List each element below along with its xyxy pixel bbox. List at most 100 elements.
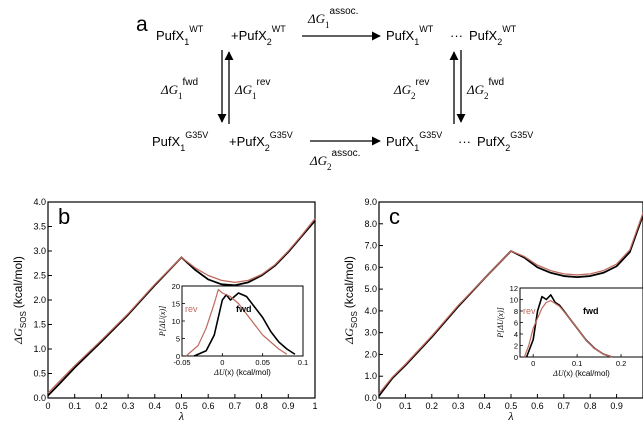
inset-y-tick-label: 0 — [176, 352, 180, 361]
species-bottom-left: PufX1G35V — [152, 130, 208, 153]
inset-x-axis-label: ΔU(x) (kcal/mol) — [213, 368, 271, 377]
x-tick-label: 1 — [312, 401, 317, 411]
label-rev-left: ΔG1rev — [234, 77, 270, 101]
y-tick-label: 0.5 — [33, 369, 46, 379]
y-tick-label: 3.5 — [33, 222, 46, 232]
y-tick-label: 1.5 — [33, 320, 46, 330]
x-tick-label: 0.9 — [610, 401, 623, 411]
y-tick-label: 5.0 — [364, 284, 377, 294]
x-tick-label: 0.6 — [202, 401, 215, 411]
x-axis-label: λ — [178, 409, 184, 422]
x-tick-label: 0.5 — [175, 401, 188, 411]
label-fwd-left: ΔG1fwd — [160, 77, 198, 101]
inset-label-fwd: fwd — [236, 304, 252, 314]
y-tick-label: 0.0 — [364, 393, 377, 403]
series-line-rev — [378, 212, 643, 395]
species-bottom-right-2: PufX2G35V — [477, 130, 533, 153]
inset-y-tick-label: 5 — [176, 335, 180, 344]
cycle-scheme: a PufX1WT +PufX2WT PufX1WT ··· PufX2WT P… — [136, 6, 533, 172]
y-axis-label-sub: SOS — [350, 311, 359, 328]
species-plus-bottom: +PufX2G35V — [229, 130, 293, 153]
series-line-fwd — [47, 220, 316, 397]
inset-x-tick-label: -0.05 — [173, 358, 190, 367]
series-line-fwd — [378, 214, 643, 397]
inset-x-label-unit: (x) (kcal/mol) — [564, 369, 611, 378]
inset-y-tick-label: 20 — [172, 282, 180, 291]
inset-x-label-delta: ΔU — [213, 368, 226, 377]
panel-label-a: a — [136, 13, 148, 36]
species-plus-top: +PufX2WT — [231, 24, 286, 47]
x-tick-label: 0.1 — [68, 401, 81, 411]
x-tick-label: 0.8 — [255, 401, 268, 411]
inset-y-tick-label: 10 — [172, 317, 180, 326]
label-fwd-right: ΔG2fwd — [466, 77, 504, 101]
x-tick-label: 0.6 — [531, 401, 544, 411]
y-axis-label-unit: (kcal/mol) — [11, 256, 25, 308]
complex-dots-top: ··· — [450, 28, 463, 43]
inset-y-tick-label: 8 — [514, 307, 518, 316]
y-tick-label: 2.0 — [33, 295, 46, 305]
panel-label-c: c — [389, 204, 400, 229]
inset-y-axis-label: P[ΔU(x)] — [496, 307, 505, 338]
inset-x-tick-label: 0.05 — [255, 358, 270, 367]
y-tick-label: 0.0 — [33, 393, 46, 403]
x-tick-label: 0.2 — [95, 401, 108, 411]
inset-frame — [181, 285, 304, 357]
inset-y-tick-label: 10 — [510, 296, 518, 305]
y-axis-label: ΔGSOS (kcal/mol) — [11, 256, 28, 345]
y-tick-label: 2.0 — [364, 349, 377, 359]
y-axis-label-main: ΔG — [11, 328, 25, 345]
inset-y-tick-label: 0 — [514, 353, 518, 362]
inset-y-tick-label: 6 — [514, 319, 518, 328]
inset-series-rev — [523, 300, 613, 358]
x-tick-label: 0.4 — [149, 401, 162, 411]
y-tick-label: 4.0 — [33, 197, 46, 207]
species-top-right-2: PufX2WT — [469, 24, 517, 47]
x-tick-label: 0.4 — [478, 401, 491, 411]
inset-x-tick-label: 0 — [531, 359, 535, 368]
y-axis-label-unit: (kcal/mol) — [342, 256, 356, 308]
chart-b: 0.0 0.5 1.0 1.5 2.0 2.5 3.0 3.5 4.0 0 0.1 0.2 0.3 0.4… — [11, 197, 318, 422]
x-tick-label: 0.5 — [505, 401, 518, 411]
inset-y-tick-label: 15 — [172, 300, 180, 309]
x-tick-label: 0.2 — [426, 401, 439, 411]
inset-x-tick-label: 0.1 — [572, 359, 582, 368]
inset-label-rev: rev — [185, 304, 198, 314]
label-assoc-bottom: ΔG2assoc. — [309, 148, 360, 172]
inset-x-label-delta: ΔU — [552, 369, 565, 378]
x-tick-label: 0 — [45, 401, 50, 411]
species-top-right-1: PufX1WT — [386, 24, 434, 47]
y-tick-label: 8.0 — [364, 219, 377, 229]
inset-series-fwd — [193, 292, 296, 357]
y-tick-label: 9.0 — [364, 197, 377, 207]
x-tick-label: 0 — [376, 401, 381, 411]
x-axis-label: λ — [507, 409, 513, 422]
y-tick-label: 1.0 — [364, 371, 377, 381]
y-tick-label: 6.0 — [364, 262, 377, 272]
y-tick-label: 1.0 — [33, 344, 46, 354]
inset-x-label-unit: (x) (kcal/mol) — [225, 368, 272, 377]
y-tick-label: 3.0 — [33, 246, 46, 256]
inset-x-tick-label: 0.1 — [298, 358, 308, 367]
inset-y-axis-label: P[ΔU(x)] — [158, 306, 167, 337]
x-tick-label: 0.3 — [122, 401, 135, 411]
species-top-left: PufX1WT — [156, 24, 204, 47]
inset-label-fwd: fwd — [583, 306, 599, 316]
y-axis-label-sub: SOS — [19, 311, 28, 328]
y-axis-label-main: ΔG — [342, 328, 356, 345]
label-assoc-top: ΔG1assoc. — [307, 6, 358, 30]
inset-label-rev: rev — [523, 306, 536, 316]
x-tick-label: 0.1 — [399, 401, 412, 411]
y-tick-label: 7.0 — [364, 241, 377, 251]
inset-x-tick-label: 0.2 — [616, 359, 626, 368]
y-axis-label: ΔGSOS (kcal/mol) — [342, 256, 359, 345]
chart-c: 0.0 1.0 2.0 3.0 4.0 5.0 6.0 7.0 8.0 9.0 0 0.1 0.2 0.3… — [342, 197, 643, 422]
label-rev-right: ΔG2rev — [393, 77, 429, 101]
inset-x-axis-label: ΔU(x) (kcal/mol) — [552, 369, 610, 378]
series-line-rev — [47, 218, 316, 394]
y-tick-label: 3.0 — [364, 328, 377, 338]
x-tick-label: 0.3 — [452, 401, 465, 411]
complex-dots-bottom: ··· — [458, 134, 471, 149]
species-bottom-right-1: PufX1G35V — [386, 130, 442, 153]
